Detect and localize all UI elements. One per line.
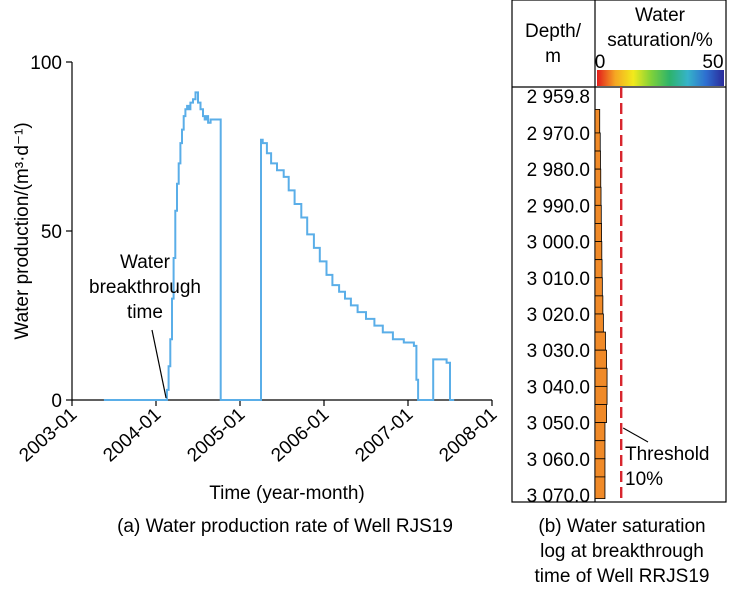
saturation-bar: [594, 241, 603, 261]
saturation-bar: [594, 331, 606, 351]
saturation-bar: [594, 476, 606, 500]
caption-b-line-3: time of Well RRJS19: [535, 566, 710, 587]
x-tick-label: 2005-01: [183, 404, 249, 466]
depth-header-line-2: m: [545, 46, 561, 67]
y-tick-label: 50: [41, 222, 62, 243]
annotation-line-3: time: [127, 302, 163, 323]
saturation-bar: [594, 295, 604, 315]
saturation-bar: [594, 313, 604, 333]
saturation-bar: [594, 150, 601, 170]
depth-label: 3 030.0: [527, 341, 590, 362]
annotation-leader-line: [151, 329, 167, 399]
x-tick-label: 2006-01: [267, 404, 333, 466]
x-axis-label: Time (year-month): [209, 483, 365, 504]
water-production-series: [103, 91, 455, 401]
depth-label: 3 010.0: [527, 269, 590, 290]
saturation-bar: [594, 223, 602, 242]
scale-max-label: 50: [702, 52, 723, 73]
saturation-log: Depth/ m Water saturation/% 0 50 2 959.8…: [511, 0, 727, 587]
caption-b-line-2: log at breakthrough: [540, 541, 704, 562]
saturation-bar: [594, 458, 606, 478]
y-axis-label: Water production/(m³·d⁻¹): [12, 122, 33, 339]
caption-b-line-1: (b) Water saturation: [538, 516, 705, 537]
saturation-bar: [594, 277, 603, 297]
production-chart: 0 50 100 2003-01 2004-01 2005-01 2006-01 2007-…: [12, 53, 501, 537]
saturation-bar: [594, 440, 606, 460]
threshold-label-line-1: Threshold: [625, 444, 710, 465]
annotation-line-2: breakthrough: [89, 277, 201, 298]
x-tick-label: 2004-01: [99, 404, 165, 466]
saturation-bar: [594, 168, 602, 188]
y-tick-label: 0: [51, 391, 62, 412]
threshold-leader-line: [622, 427, 649, 443]
saturation-bar: [594, 422, 606, 442]
depth-label: 2 959.8: [527, 87, 590, 108]
depth-label: 3 040.0: [527, 377, 590, 398]
saturation-bar: [594, 367, 608, 387]
saturation-bar: [594, 404, 607, 423]
saturation-header-line-2: saturation/%: [607, 30, 713, 51]
colormap-bar: [597, 70, 724, 86]
breakthrough-annotation: Water breakthrough time: [89, 252, 201, 399]
depth-label: 2 990.0: [527, 196, 590, 217]
saturation-bar: [594, 132, 601, 152]
saturation-header-line-1: Water: [635, 5, 686, 26]
saturation-bar: [594, 385, 608, 405]
depth-label: 3 050.0: [527, 414, 590, 435]
depth-label: 3 060.0: [527, 450, 590, 471]
depth-header-line-1: Depth/: [525, 21, 582, 42]
y-tick-label: 100: [30, 53, 62, 74]
caption-a: (a) Water production rate of Well RJS19: [117, 516, 453, 537]
depth-label: 2 980.0: [527, 160, 590, 181]
depth-label: 3 000.0: [527, 233, 590, 254]
x-tick-label: 2008-01: [435, 404, 501, 466]
saturation-bar: [594, 108, 601, 134]
x-tick-label: 2003-01: [15, 404, 81, 466]
depth-label: 3 070.0: [527, 486, 590, 507]
depth-label: 2 970.0: [527, 124, 590, 145]
scale-min-label: 0: [595, 52, 606, 73]
depth-label: 3 020.0: [527, 305, 590, 326]
saturation-bar: [594, 259, 603, 279]
x-tick-label: 2007-01: [351, 404, 417, 466]
log-frame: [511, 0, 727, 503]
threshold-label-line-2: 10%: [625, 469, 663, 490]
saturation-bar: [594, 349, 607, 369]
annotation-line-1: Water: [120, 252, 171, 273]
saturation-bar: [594, 204, 602, 224]
saturation-bar: [594, 186, 602, 206]
